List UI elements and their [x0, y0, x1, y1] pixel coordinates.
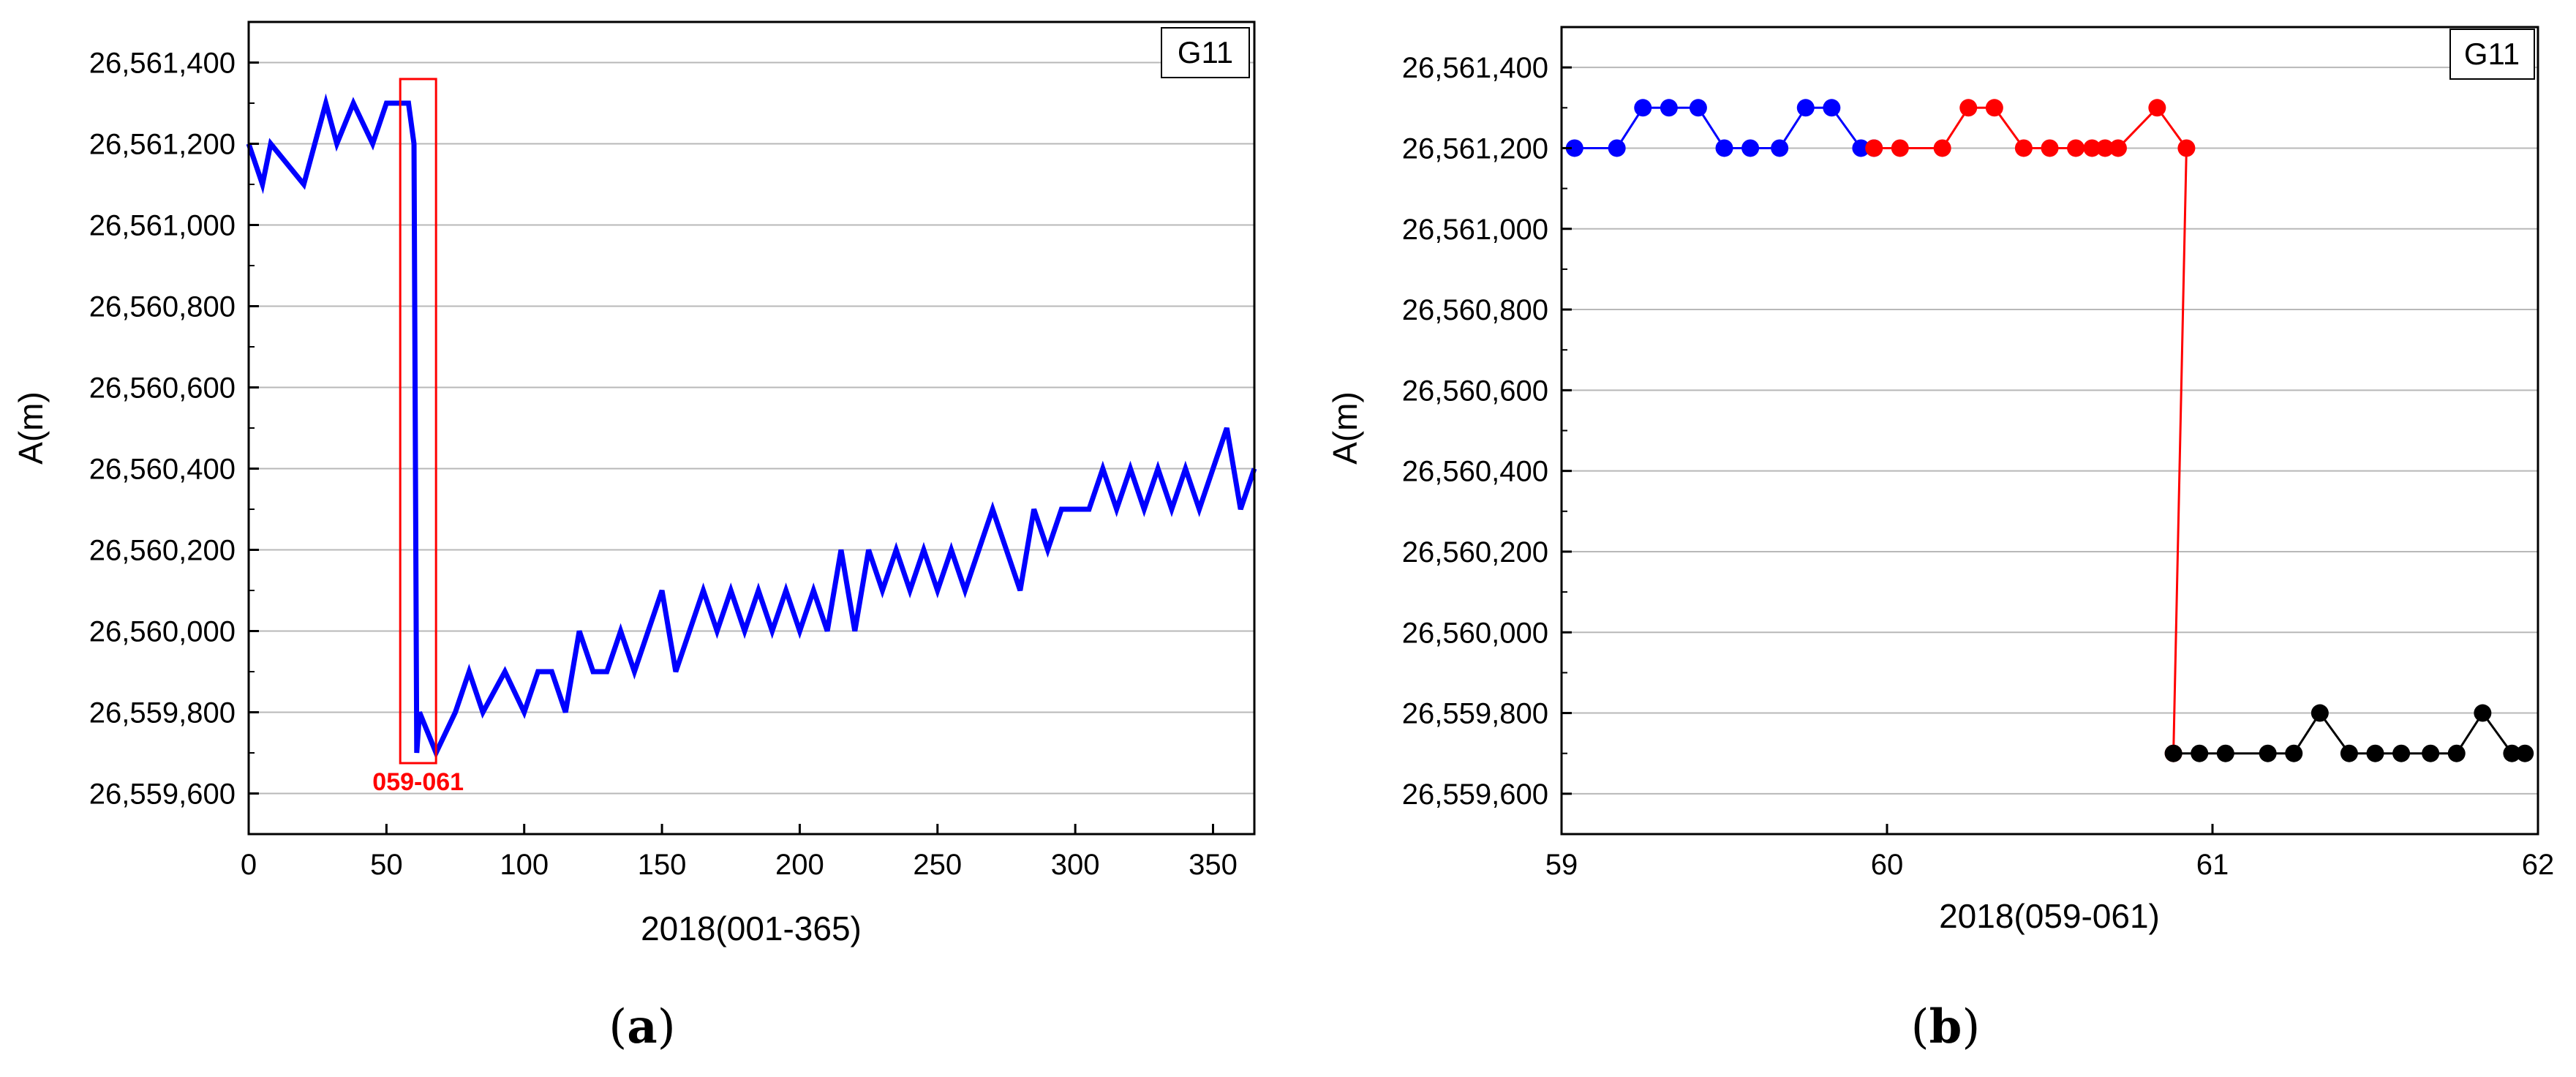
panel-label-a: (a) — [609, 999, 675, 1054]
y-axis-label-a: A(m) — [12, 391, 50, 465]
data-point — [2014, 139, 2033, 157]
data-point — [2177, 139, 2196, 157]
x-tick-label: 350 — [1189, 849, 1238, 881]
y-tick-label: 26,561,200 — [89, 129, 236, 161]
x-tick-label: 60 — [1871, 849, 1904, 881]
series-b — [1565, 99, 2534, 762]
y-tick-label: 26,560,800 — [1402, 294, 1548, 326]
y-axis-a: 26,559,600 26,559,800 26,560,000 26,560,200… — [89, 48, 259, 811]
x-axis-label-b: 2018(059-061) — [1939, 897, 2160, 935]
y-tick-label: 26,561,000 — [1402, 214, 1548, 246]
series-a — [246, 93, 1257, 759]
x-tick-label: 59 — [1545, 849, 1578, 881]
x-tick-label: 300 — [1051, 849, 1100, 881]
data-point — [2366, 744, 2384, 762]
data-point — [2392, 744, 2411, 762]
x-tick-label: 250 — [913, 849, 962, 881]
data-point — [2148, 99, 2166, 117]
y-tick-label: 26,560,000 — [1402, 617, 1548, 649]
y-tick-label: 26,559,600 — [89, 778, 236, 811]
data-point — [1715, 139, 1733, 157]
data-point — [1959, 99, 1978, 117]
y-tick-label: 26,559,600 — [1402, 778, 1548, 811]
data-point — [2516, 744, 2534, 762]
y-tick-label: 26,560,600 — [1402, 375, 1548, 407]
badge-b: G11 — [2449, 29, 2535, 80]
grid-b — [1562, 67, 2538, 795]
data-point — [2041, 139, 2059, 157]
y-tick-label: 26,561,400 — [89, 48, 236, 80]
data-point — [1771, 139, 1789, 157]
y-tick-label: 26,560,800 — [89, 291, 236, 323]
data-point — [1852, 139, 1870, 157]
y-tick-label: 26,560,000 — [89, 616, 236, 648]
x-axis-label-a: 2018(001-365) — [641, 909, 862, 947]
y-axis-b: 26,559,600 26,559,800 26,560,000 26,560,200… — [1402, 52, 1572, 811]
panel-label-b: (b) — [1911, 999, 1981, 1054]
y-tick-label: 26,559,800 — [1402, 698, 1548, 730]
data-point — [1741, 139, 1760, 157]
data-point — [2164, 744, 2183, 762]
data-point — [2447, 744, 2466, 762]
y-tick-label: 26,561,000 — [89, 210, 236, 242]
badge-a-label: G11 — [1178, 35, 1233, 70]
series-line — [246, 93, 1257, 759]
y-tick-label: 26,560,400 — [89, 454, 236, 486]
x-tick-label: 61 — [2196, 849, 2229, 881]
data-point — [1634, 99, 1652, 117]
x-tick-label: 50 — [370, 849, 403, 881]
y-tick-label: 26,560,200 — [1402, 536, 1548, 568]
data-point — [2503, 744, 2521, 762]
x-tick-label: 0 — [241, 849, 257, 881]
y-tick-label: 26,561,200 — [1402, 132, 1548, 165]
chart-a: 26,559,600 26,559,800 26,560,000 26,560,200… — [12, 20, 1257, 1054]
y-tick-label: 26,560,400 — [1402, 456, 1548, 488]
data-point — [2422, 744, 2440, 762]
data-point — [1865, 139, 1883, 157]
y-axis-label-b: A(m) — [1326, 391, 1364, 465]
y-tick-label: 26,561,400 — [1402, 52, 1548, 84]
series-line — [1874, 105, 2188, 754]
y-tick-label: 26,559,800 — [89, 697, 236, 729]
chart-b: 26,559,600 26,559,800 26,560,000 26,560,200… — [1326, 26, 2555, 1054]
data-point — [1891, 139, 1909, 157]
data-point — [2067, 139, 2085, 157]
data-point — [2259, 744, 2277, 762]
data-point — [1689, 99, 1707, 117]
x-tick-label: 62 — [2522, 849, 2555, 881]
highlight-box — [399, 78, 437, 765]
data-point — [2083, 139, 2101, 157]
highlight-label: 059-061 — [372, 768, 464, 796]
data-point — [2109, 139, 2127, 157]
data-point — [2285, 744, 2303, 762]
x-axis-a: 0 50 100 150 200 250 300 350 — [241, 824, 1238, 881]
data-point — [2340, 744, 2358, 762]
data-point — [2191, 744, 2209, 762]
x-tick-label: 200 — [775, 849, 824, 881]
data-point — [2216, 744, 2234, 762]
data-point — [1933, 139, 1951, 157]
badge-b-label: G11 — [2464, 37, 2520, 71]
data-point — [1660, 99, 1678, 117]
badge-a: G11 — [1161, 27, 1250, 78]
x-axis-b: 59 60 61 62 — [1545, 824, 2555, 881]
y-tick-label: 26,560,600 — [89, 372, 236, 405]
data-point — [1985, 99, 2003, 117]
x-tick-label: 100 — [500, 849, 549, 881]
data-point — [2474, 704, 2492, 722]
data-point — [2096, 139, 2114, 157]
y-tick-label: 26,560,200 — [89, 535, 236, 567]
data-point — [1608, 139, 1626, 157]
data-point — [1823, 99, 1841, 117]
data-point — [1565, 139, 1583, 157]
data-point — [2311, 704, 2329, 722]
data-point — [1796, 99, 1815, 117]
x-tick-label: 150 — [638, 849, 687, 881]
